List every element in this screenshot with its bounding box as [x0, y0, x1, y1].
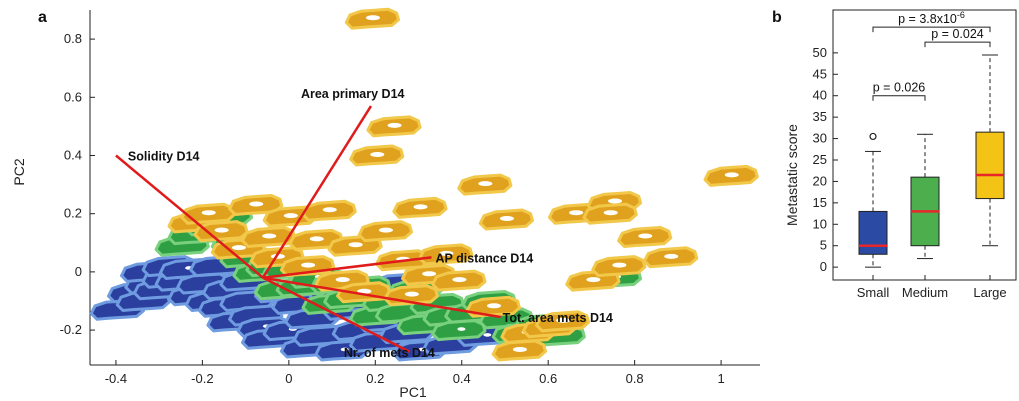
- pca-vector: [261, 105, 373, 279]
- significance-bracket: [872, 26, 991, 33]
- significance-label: p = 0.024: [931, 27, 984, 41]
- panel-a-label: a: [38, 9, 47, 26]
- pca-vector: [262, 276, 411, 354]
- pca-point-highlight: [357, 288, 372, 294]
- pca-point-highlight: [262, 233, 277, 239]
- significance-label: p = 3.8x10-6: [898, 10, 965, 26]
- pca-x-tick-label: 0.4: [453, 371, 471, 386]
- pca-x-tick-label: 0.2: [366, 371, 384, 386]
- pca-point-highlight: [512, 346, 527, 352]
- pca-point-highlight: [214, 227, 229, 233]
- pca-vector-label: Area primary D14: [301, 87, 405, 101]
- pca-loading-vectors: Area primary D14 Solidity D14 AP distance …: [115, 87, 613, 360]
- significance-bracket: [872, 95, 926, 101]
- pca-axes: [89, 10, 760, 366]
- box-y-tick-label: 40: [813, 88, 827, 103]
- outlier-point: [869, 132, 877, 141]
- pca-x-axis-label: PC1: [399, 384, 426, 400]
- box-plot-boxes: [858, 54, 1005, 268]
- pca-point-highlight: [603, 210, 618, 216]
- significance-bracket: [924, 41, 991, 48]
- pca-vector-label: Nr. of mets D14: [344, 346, 435, 360]
- panel-b-label: b: [772, 9, 782, 26]
- pca-x-tick-label: 0: [285, 371, 292, 386]
- pca-point-highlight: [499, 216, 514, 222]
- box-y-tick-label: 5: [820, 238, 827, 253]
- pca-vector: [262, 276, 501, 319]
- pca-point-highlight: [608, 198, 623, 204]
- pca-point-highlight: [457, 327, 466, 331]
- box-y-tick-label: 45: [813, 66, 827, 81]
- pca-y-tick-label: 0: [75, 264, 82, 279]
- pca-point-highlight: [569, 210, 584, 216]
- pca-point-highlight: [309, 236, 324, 242]
- pca-point-highlight: [478, 181, 493, 187]
- pca-point-highlight: [638, 233, 653, 239]
- pca-point-highlight: [301, 262, 316, 268]
- pca-point-highlight: [422, 271, 437, 277]
- pca-ticks: -0.4 -0.2 0 0.2 0.4 0.6 0.8 1 -0.2 0 0.2 0.4 0.6 0.8: [60, 31, 725, 386]
- pca-point-highlight: [404, 291, 419, 297]
- pca-y-tick-label: -0.2: [60, 322, 82, 337]
- box-plot-y-axis-label: Metastatic score: [784, 124, 800, 226]
- pca-y-tick-label: 0.4: [64, 147, 82, 162]
- pca-y-axis-label: PC2: [11, 158, 27, 185]
- pca-vector-label: Tot. area mets D14: [503, 311, 613, 325]
- pca-y-tick-label: 0.6: [64, 89, 82, 104]
- pca-points: [89, 7, 759, 362]
- pca-point-highlight: [348, 242, 363, 248]
- pca-point-highlight: [231, 245, 246, 251]
- pca-x-tick-label: -0.4: [105, 371, 127, 386]
- box-y-tick-label: 10: [813, 216, 827, 231]
- box-y-tick-label: 15: [813, 195, 827, 210]
- box-x-tick-label: Medium: [902, 285, 948, 300]
- pca-vector: [115, 154, 264, 279]
- pca-vector-label: Solidity D14: [128, 149, 200, 163]
- pca-point-highlight: [452, 277, 467, 283]
- pca-x-tick-label: 1: [717, 371, 724, 386]
- pca-point-highlight: [612, 262, 627, 268]
- pca-point-highlight: [586, 277, 601, 283]
- box-small: [858, 210, 888, 255]
- pca-point-highlight: [365, 15, 380, 21]
- box-y-tick-label: 25: [813, 152, 827, 167]
- pca-point-highlight: [387, 122, 402, 128]
- pca-point-highlight: [664, 253, 679, 259]
- pca-point-highlight: [201, 210, 216, 216]
- pca-point-highlight: [483, 333, 492, 337]
- pca-point-highlight: [413, 204, 428, 210]
- significance-label: p = 0.026: [873, 81, 926, 95]
- box-x-tick-label: Large: [973, 285, 1006, 300]
- box-y-tick-label: 0: [820, 259, 827, 274]
- pca-point-highlight: [556, 317, 571, 323]
- pca-point-highlight: [724, 172, 739, 178]
- pca-vector-label: AP distance D14: [435, 251, 533, 265]
- box-y-tick-label: 20: [813, 173, 827, 188]
- pca-y-tick-label: 0.8: [64, 31, 82, 46]
- box-y-tick-label: 30: [813, 131, 827, 146]
- pca-point-highlight: [322, 207, 337, 213]
- pca-y-tick-label: 0.2: [64, 206, 82, 221]
- box-x-tick-label: Small: [857, 285, 890, 300]
- pca-point-highlight: [370, 151, 385, 157]
- pca-x-tick-label: 0.8: [626, 371, 644, 386]
- pca-x-tick-label: -0.2: [191, 371, 213, 386]
- pca-point-highlight: [378, 227, 393, 233]
- box-y-tick-label: 35: [813, 109, 827, 124]
- box-large: [975, 131, 1005, 200]
- pca-point-highlight: [335, 277, 350, 283]
- box-y-tick-label: 50: [813, 45, 827, 60]
- pca-point-highlight: [439, 250, 454, 256]
- pca-point-highlight: [249, 201, 264, 207]
- pca-point-highlight: [283, 213, 298, 219]
- pca-vector: [262, 256, 432, 279]
- pca-point-highlight: [487, 303, 501, 309]
- pca-point-highlight: [340, 347, 349, 352]
- pca-x-tick-label: 0.6: [539, 371, 557, 386]
- box-plot-ticks: 0 5 10 15 20 25 30 35 40 45 50 Small Medium Large: [813, 45, 1007, 300]
